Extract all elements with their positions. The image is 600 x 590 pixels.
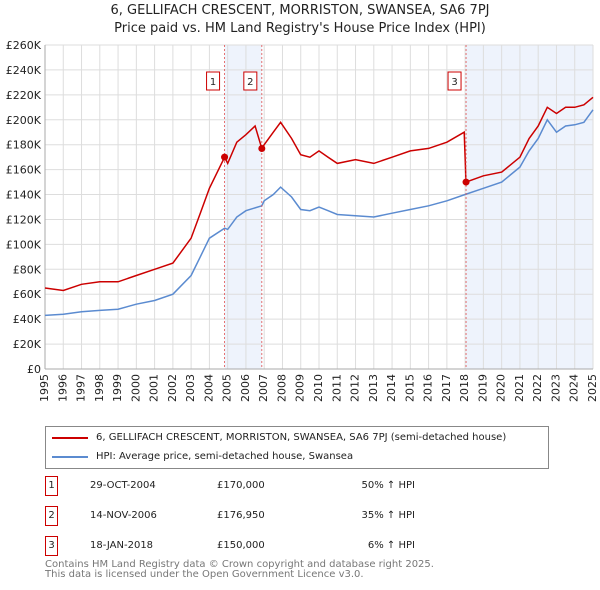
y-tick-label: £220K xyxy=(6,89,42,102)
y-tick-label: £100K xyxy=(6,238,42,251)
sale-hpi-change: 50% ↑ HPI xyxy=(361,480,415,491)
legend-red-line xyxy=(52,436,88,439)
sale-marker-badge xyxy=(206,71,221,91)
x-tick-label: 1996 xyxy=(56,374,69,402)
x-tick-label: 2004 xyxy=(202,374,215,402)
sale-row: 2 14-NOV-2006 £176,950 35% ↑ HPI xyxy=(45,506,445,526)
sale-marker-label: 2 xyxy=(247,77,253,88)
x-tick-label: 2022 xyxy=(531,374,544,402)
y-tick-label: £160K xyxy=(6,164,42,177)
y-tick-label: £260K xyxy=(6,39,42,52)
y-tick-label: £0 xyxy=(27,363,41,376)
y-tick-label: £120K xyxy=(6,213,42,226)
sale-point xyxy=(221,153,229,161)
chart-plot: 1995 1996 1997 1998 1999 2000 2001 2002 2003 2004… xyxy=(6,39,599,402)
sale-badge: 1 xyxy=(45,476,58,496)
sale-row: 3 18-JAN-2018 £150,000 6% ↑ HPI xyxy=(45,536,445,556)
x-tick-label: 2003 xyxy=(184,374,197,402)
legend-blue-line xyxy=(52,455,88,458)
x-tick-label: 1997 xyxy=(75,374,88,402)
y-tick-label: £20K xyxy=(13,338,42,351)
chart-title: 6, GELLIFACH CRESCENT, MORRISTON, SWANSE… xyxy=(110,3,490,18)
x-tick-label: 1999 xyxy=(111,374,124,402)
sale-date: 18-JAN-2018 xyxy=(90,540,154,551)
sale-date: 14-NOV-2006 xyxy=(90,510,157,521)
x-tick-label: 2016 xyxy=(422,374,435,402)
legend-label-property: 6, GELLIFACH CRESCENT, MORRISTON, SWANSE… xyxy=(96,432,507,443)
sale-marker-badge xyxy=(447,71,462,91)
x-tick-label: 2018 xyxy=(458,374,471,402)
x-tick-label: 2008 xyxy=(275,374,288,402)
x-tick-label: 2007 xyxy=(257,374,270,402)
sale-badge: 3 xyxy=(45,536,58,556)
hpi-line xyxy=(44,109,594,317)
x-tick-label: 2014 xyxy=(385,374,398,402)
x-tick-label: 2021 xyxy=(513,374,526,402)
y-tick-label: £240K xyxy=(6,64,42,77)
x-tick-label: 2009 xyxy=(294,374,307,402)
x-tick-label: 2017 xyxy=(440,374,453,402)
x-tick-label: 2012 xyxy=(349,374,362,402)
sale-marker-badge xyxy=(243,71,258,91)
footer-line-1: Contains HM Land Registry data © Crown c… xyxy=(45,559,434,570)
x-tick-label: 2000 xyxy=(129,374,142,402)
footer: Contains HM Land Registry data © Crown c… xyxy=(45,560,434,580)
y-tick-label: £180K xyxy=(6,139,42,152)
y-tick-label: £80K xyxy=(13,263,42,276)
price-line xyxy=(44,96,594,292)
y-tick-label: £60K xyxy=(13,288,42,301)
x-tick-label: 2015 xyxy=(403,374,416,402)
sale-point xyxy=(462,178,470,186)
sale-badge: 2 xyxy=(45,506,58,526)
chart-subtitle: Price paid vs. HM Land Registry's House … xyxy=(114,21,486,36)
x-tick-label: 2006 xyxy=(239,374,252,402)
x-tick-label: 2024 xyxy=(568,374,581,402)
x-tick-label: 2013 xyxy=(367,374,380,402)
footer-line-2: This data is licensed under the Open Gov… xyxy=(45,569,364,580)
x-tick-label: 2011 xyxy=(330,374,343,402)
x-tick-label: 2005 xyxy=(221,374,234,402)
x-tick-label: 2020 xyxy=(495,374,508,402)
x-tick-label: 2001 xyxy=(148,374,161,402)
x-tick-label: 2019 xyxy=(476,374,489,402)
x-tick-label: 1998 xyxy=(93,374,106,402)
legend: 6, GELLIFACH CRESCENT, MORRISTON, SWANSE… xyxy=(45,426,549,469)
y-tick-label: £40K xyxy=(13,313,42,326)
sale-marker-label: 1 xyxy=(210,77,216,88)
y-tick-label: £200K xyxy=(6,114,42,127)
sale-hpi-change: 35% ↑ HPI xyxy=(361,510,415,521)
sale-price: £170,000 xyxy=(217,480,265,491)
x-tick-label: 2002 xyxy=(166,374,179,402)
sale-date: 29-OCT-2004 xyxy=(90,480,156,491)
shaded-region xyxy=(466,45,593,369)
x-tick-label: 2010 xyxy=(312,374,325,402)
y-tick-label: £140K xyxy=(6,189,42,202)
x-tick-label: 1995 xyxy=(38,374,51,402)
sale-row: 1 29-OCT-2004 £170,000 50% ↑ HPI xyxy=(45,476,445,496)
sale-hpi-change: 6% ↑ HPI xyxy=(367,540,415,551)
sale-price: £150,000 xyxy=(217,540,265,551)
sale-marker-label: 3 xyxy=(451,77,457,88)
sale-point xyxy=(258,144,266,152)
legend-label-hpi: HPI: Average price, semi-detached house,… xyxy=(96,451,354,462)
x-tick-label: 2025 xyxy=(586,374,599,402)
x-tick-label: 2023 xyxy=(549,374,562,402)
sale-price: £176,950 xyxy=(217,510,265,521)
